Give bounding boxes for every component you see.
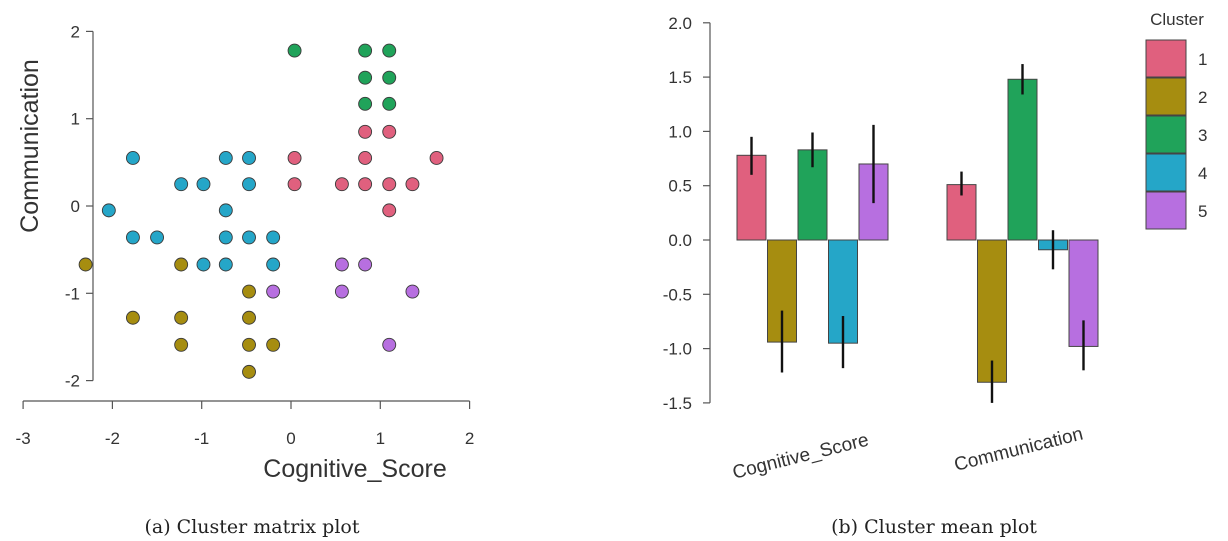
scatter-point-cluster-2 xyxy=(78,257,93,272)
bar-cluster-1-communication xyxy=(946,184,977,241)
scatter-y-tick-label: 2 xyxy=(71,22,80,41)
bar-y-tick-label: 2.0 xyxy=(668,14,692,33)
bar-y-tick-label: 1.5 xyxy=(668,68,692,87)
scatter-point-cluster-2 xyxy=(125,310,140,325)
scatter-point-cluster-4 xyxy=(218,257,233,272)
bar-category-label-cognitive-score: Cognitive_Score xyxy=(730,430,870,484)
bar-category-label-communication: Communication xyxy=(952,424,1085,476)
scatter-point-cluster-1 xyxy=(287,151,302,165)
scatter-point-cluster-4 xyxy=(174,177,189,192)
legend-title: Cluster xyxy=(1150,10,1204,29)
scatter-point-cluster-3 xyxy=(358,96,373,111)
caption-b: (b) Cluster mean plot xyxy=(831,516,1037,538)
scatter-axes: -3 -2 -1 0 1 2 2 1 0 -1 -2 xyxy=(16,22,475,448)
legend-label-3: 3 xyxy=(1198,126,1207,145)
scatter-point-cluster-5 xyxy=(358,257,373,272)
legend-label-4: 4 xyxy=(1198,164,1207,183)
scatter-point-cluster-2 xyxy=(174,310,189,325)
scatter-point-cluster-1 xyxy=(382,177,397,192)
scatter-x-tick-label: -3 xyxy=(16,429,31,448)
bar-y-tick-label: -0.5 xyxy=(663,285,692,304)
legend-swatch-4 xyxy=(1145,153,1187,192)
scatter-y-tick-label: 1 xyxy=(71,110,80,129)
legend-label-1: 1 xyxy=(1198,50,1207,69)
scatter-point-cluster-2 xyxy=(174,257,189,272)
scatter-y-tick-label: 0 xyxy=(71,197,80,216)
legend-swatch-3 xyxy=(1145,115,1187,154)
scatter-point-cluster-4 xyxy=(196,257,211,272)
scatter-point-cluster-4 xyxy=(218,151,233,165)
legend-items: 1 2 3 4 5 xyxy=(1145,39,1207,230)
scatter-point-cluster-5 xyxy=(334,257,349,272)
scatter-point-cluster-4 xyxy=(101,203,116,218)
scatter-point-cluster-1 xyxy=(382,203,397,218)
scatter-point-cluster-4 xyxy=(125,151,140,165)
scatter-point-cluster-1 xyxy=(358,151,373,165)
bar-cluster-3-communication xyxy=(1007,78,1038,241)
legend-swatch-5 xyxy=(1145,191,1187,230)
scatter-point-cluster-2 xyxy=(174,337,189,352)
scatter-point-cluster-5 xyxy=(405,284,420,299)
scatter-point-cluster-3 xyxy=(358,70,373,85)
scatter-x-tick-label: 1 xyxy=(376,429,385,448)
scatter-points xyxy=(78,43,444,379)
bar-y-tick-label: -1.5 xyxy=(663,394,692,413)
scatter-point-cluster-3 xyxy=(287,43,302,58)
scatter-point-cluster-1 xyxy=(405,177,420,192)
scatter-point-cluster-4 xyxy=(266,230,281,245)
scatter-y-axis-title: Communication xyxy=(16,59,44,233)
scatter-point-cluster-2 xyxy=(242,364,256,379)
bar-y-tick-label: 0.5 xyxy=(668,177,692,196)
scatter-point-cluster-3 xyxy=(382,96,397,111)
scatter-x-tick-label: -1 xyxy=(194,429,209,448)
scatter-point-cluster-4 xyxy=(196,177,211,192)
legend-label-2: 2 xyxy=(1198,88,1207,107)
scatter-point-cluster-4 xyxy=(266,257,281,272)
bar-marks xyxy=(736,78,1099,383)
scatter-point-cluster-1 xyxy=(334,177,349,192)
scatter-panel: -3 -2 -1 0 1 2 2 1 0 -1 -2 Cognitive_Score Communi… xyxy=(16,22,475,483)
scatter-point-cluster-1 xyxy=(382,124,397,139)
error-bars xyxy=(750,64,1085,403)
bar-y-tick-label: -1.0 xyxy=(663,340,692,359)
scatter-x-axis-title: Cognitive_Score xyxy=(263,455,446,483)
scatter-point-cluster-4 xyxy=(218,203,233,218)
scatter-point-cluster-5 xyxy=(334,284,349,299)
bar-cluster-2-communication xyxy=(977,239,1007,383)
scatter-point-cluster-3 xyxy=(382,70,397,85)
scatter-point-cluster-5 xyxy=(266,284,281,299)
bar-panel: 2.0 1.5 1.0 0.5 0.0 -0.5 -1.0 -1.5 Cognitive_Sc… xyxy=(663,14,1099,484)
scatter-point-cluster-1 xyxy=(358,124,373,139)
scatter-point-cluster-1 xyxy=(429,151,444,165)
scatter-point-cluster-4 xyxy=(242,177,256,192)
scatter-x-tick-label: 2 xyxy=(465,429,474,448)
scatter-y-tick-label: -2 xyxy=(65,372,80,391)
scatter-point-cluster-2 xyxy=(242,284,256,299)
scatter-point-cluster-1 xyxy=(287,177,302,192)
bar-y-tick-label: 0.0 xyxy=(668,231,692,250)
scatter-point-cluster-4 xyxy=(218,230,233,245)
scatter-y-tick-label: -1 xyxy=(65,284,80,303)
legend-swatch-2 xyxy=(1145,77,1187,116)
scatter-point-cluster-4 xyxy=(242,151,256,165)
legend: Cluster 1 2 3 4 5 xyxy=(1145,10,1207,230)
scatter-point-cluster-4 xyxy=(242,230,256,245)
scatter-point-cluster-4 xyxy=(125,230,140,245)
legend-swatch-1 xyxy=(1145,39,1187,78)
scatter-point-cluster-3 xyxy=(382,43,397,58)
scatter-point-cluster-2 xyxy=(242,310,256,325)
bar-y-tick-label: 1.0 xyxy=(668,122,692,141)
scatter-point-cluster-5 xyxy=(382,337,397,352)
bar-axes: 2.0 1.5 1.0 0.5 0.0 -0.5 -1.0 -1.5 xyxy=(663,14,711,413)
scatter-point-cluster-3 xyxy=(358,43,373,58)
scatter-point-cluster-2 xyxy=(266,337,281,352)
scatter-point-cluster-2 xyxy=(242,337,256,352)
scatter-x-tick-label: -2 xyxy=(105,429,120,448)
scatter-point-cluster-1 xyxy=(358,177,373,192)
scatter-point-cluster-4 xyxy=(150,230,165,245)
legend-label-5: 5 xyxy=(1198,202,1207,221)
caption-a: (a) Cluster matrix plot xyxy=(144,516,359,538)
scatter-x-tick-label: 0 xyxy=(286,429,295,448)
